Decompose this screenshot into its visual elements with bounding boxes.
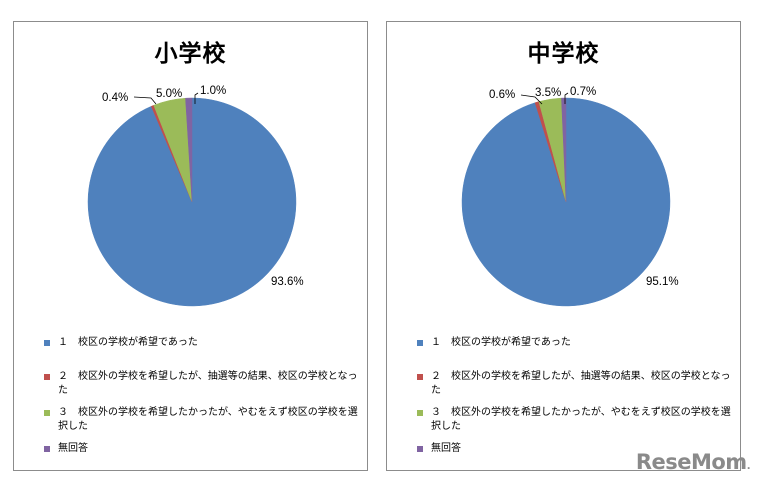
chart-panel-junior-high: 中学校 95.1% 0.6% 3.5% 0.7% １ 校区の学校が希望であった … — [386, 21, 741, 471]
pie-slice-4 — [561, 97, 567, 203]
data-label-s1: 95.1% — [646, 276, 679, 288]
leader-line-s4 — [564, 92, 569, 104]
pie-slices — [461, 97, 671, 307]
legend-label: 無回答 — [431, 443, 461, 454]
data-label-s2: 0.4% — [102, 92, 128, 104]
chart-title: 中学校 — [527, 41, 600, 67]
legend-label: ３ 校区外の学校を希望したかったが、やむをえず校区の学校を選択した — [431, 407, 731, 432]
pie-slice-4 — [185, 97, 193, 203]
pie-chart: 93.6% 0.4% 5.0% 1.0% — [87, 85, 304, 307]
legend-swatch-red — [44, 374, 50, 380]
legend-swatch-purple — [417, 446, 423, 452]
legend-label: 無回答 — [58, 443, 88, 454]
logo-dot: . — [746, 461, 751, 472]
legend-label: ３ 校区外の学校を希望したかったが、やむをえず校区の学校を選択した — [58, 407, 358, 432]
data-label-s4: 1.0% — [200, 85, 226, 97]
chart-panel-elementary: 小学校 93.6% 0.4% 5.0% 1.0% １ 校区の学校が希望であった … — [13, 21, 368, 471]
data-label-s2: 0.6% — [489, 89, 515, 101]
legend-swatch-blue — [44, 340, 50, 346]
legend: １ 校区の学校が希望であった ２ 校区外の学校を希望したが、抽選等の結果、校区の… — [42, 336, 362, 464]
legend: １ 校区の学校が希望であった ２ 校区外の学校を希望したが、抽選等の結果、校区の… — [415, 336, 735, 464]
legend-label: １ 校区の学校が希望であった — [58, 337, 198, 348]
pie-slices — [87, 97, 297, 307]
legend-item: ２ 校区外の学校を希望したが、抽選等の結果、校区の学校となった — [415, 370, 735, 398]
resemom-logo: ReseMom. — [635, 450, 751, 474]
leader-line-s4 — [194, 92, 199, 104]
legend-item: １ 校区の学校が希望であった — [415, 336, 735, 350]
chart-title: 小学校 — [154, 41, 227, 67]
legend-swatch-red — [417, 374, 423, 380]
legend-item: １ 校区の学校が希望であった — [42, 336, 362, 350]
legend-swatch-blue — [417, 340, 423, 346]
legend-item: ３ 校区外の学校を希望したかったが、やむをえず校区の学校を選択した — [415, 406, 735, 434]
leader-line-s2 — [520, 94, 543, 105]
legend-item: 無回答 — [42, 442, 362, 456]
logo-text: ReseMom — [635, 450, 747, 474]
legend-swatch-purple — [44, 446, 50, 452]
legend-swatch-green — [417, 410, 423, 416]
legend-label: １ 校区の学校が希望であった — [431, 337, 571, 348]
data-label-s4: 0.7% — [570, 86, 596, 98]
data-label-s3: 3.5% — [535, 87, 561, 99]
data-label-s3: 5.0% — [156, 88, 182, 100]
legend-item: 無回答 — [415, 442, 735, 456]
legend-label: ２ 校区外の学校を希望したが、抽選等の結果、校区の学校となった — [431, 371, 731, 396]
data-label-s1: 93.6% — [271, 276, 304, 288]
legend-swatch-green — [44, 410, 50, 416]
legend-label: ２ 校区外の学校を希望したが、抽選等の結果、校区の学校となった — [58, 371, 358, 396]
leader-line-s2 — [133, 96, 157, 105]
legend-item: ３ 校区外の学校を希望したかったが、やむをえず校区の学校を選択した — [42, 406, 362, 434]
legend-item: ２ 校区外の学校を希望したが、抽選等の結果、校区の学校となった — [42, 370, 362, 398]
pie-chart: 95.1% 0.6% 3.5% 0.7% — [461, 86, 679, 307]
